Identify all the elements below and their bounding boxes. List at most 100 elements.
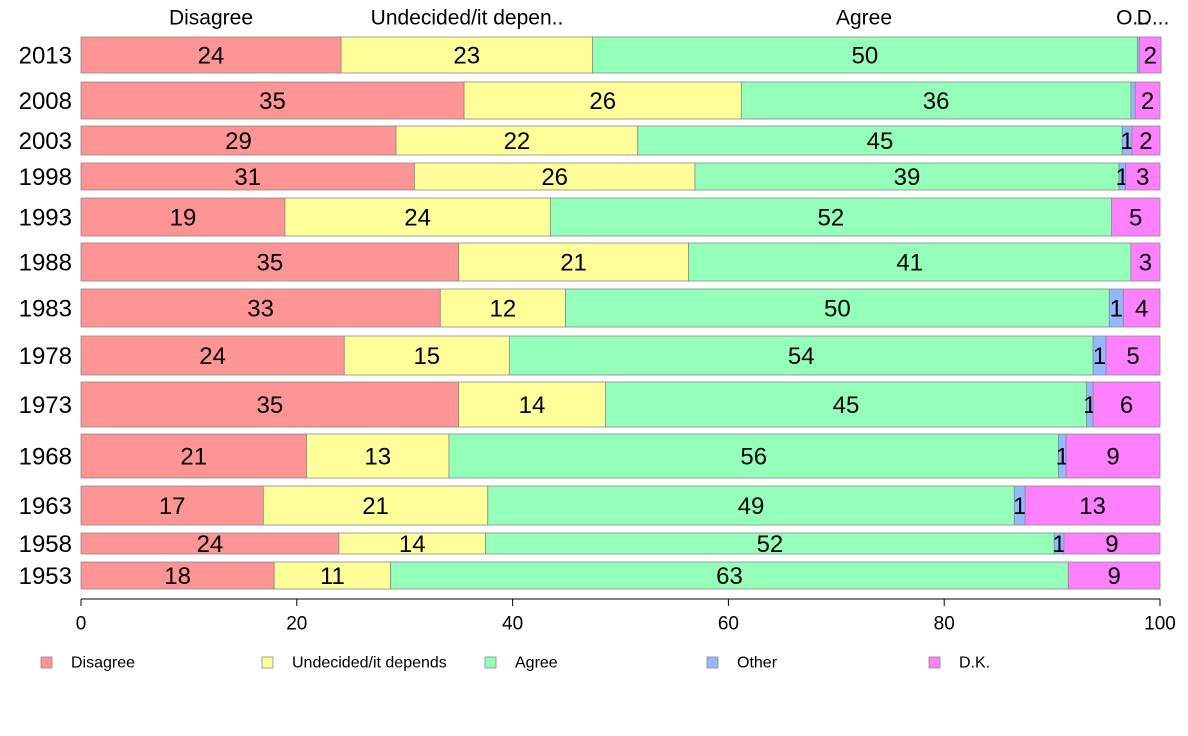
bar-segment (637, 125, 1123, 156)
top-label: Agree (836, 7, 892, 30)
y-tick-label: 1963 (19, 493, 72, 520)
data-label: 41 (896, 250, 923, 277)
bar-segment (80, 125, 397, 156)
data-label: 2 (1139, 128, 1152, 155)
bar-segment (395, 125, 639, 156)
bar-segment (1131, 125, 1161, 156)
data-label: 18 (164, 563, 191, 590)
data-label: 45 (833, 392, 860, 419)
bar-segment (80, 162, 415, 191)
bar-segment (340, 36, 593, 74)
data-label: 35 (259, 88, 286, 115)
y-tick-label: 1973 (19, 392, 72, 419)
data-label: 52 (818, 205, 845, 232)
bar-segment (1134, 81, 1161, 120)
x-tick-label: 40 (502, 614, 523, 635)
bar-segment (1122, 288, 1161, 328)
legend: Disagree Undecided/it depends Agree Other D.… (40, 655, 990, 672)
top-label: O... (1116, 7, 1150, 30)
data-label: 50 (824, 296, 851, 323)
data-label: 45 (867, 128, 894, 155)
bar-segment (448, 433, 1059, 479)
data-label: 1 (1093, 343, 1106, 370)
bar-segment (80, 242, 460, 282)
legend-swatch (40, 656, 53, 669)
data-label: 1 (1013, 493, 1026, 520)
bar-segment (1111, 197, 1161, 237)
data-label: 26 (541, 164, 568, 191)
data-label: 54 (788, 343, 815, 370)
bar-segment (740, 81, 1132, 120)
bar-segment (306, 433, 450, 479)
y-tick-label: 1983 (19, 296, 72, 323)
data-label: 35 (256, 250, 283, 277)
y-tick-label: 1993 (19, 205, 72, 232)
top-label: Undecided/it depen.. (371, 7, 564, 30)
x-tick-label: 80 (934, 614, 955, 635)
data-label: 21 (180, 444, 207, 471)
data-label: 35 (256, 392, 283, 419)
data-label: 9 (1107, 563, 1120, 590)
bar-segment (1092, 381, 1161, 428)
bar-segment (273, 561, 392, 590)
legend-label: Agree (515, 655, 558, 672)
top-label: Disagree (169, 7, 253, 30)
bar-segment (284, 197, 551, 237)
bar-segment (1065, 433, 1161, 479)
bar-segment (694, 162, 1120, 191)
legend-label: D.K. (959, 655, 990, 672)
bar-segment (262, 485, 489, 526)
bar-segment (458, 381, 606, 428)
legend-label: Undecided/it depends (292, 655, 447, 672)
data-label: 23 (453, 43, 480, 70)
legend-swatch (484, 656, 497, 669)
data-label: 5 (1126, 343, 1139, 370)
data-label: 22 (504, 128, 531, 155)
data-label: 24 (197, 531, 224, 558)
bar-segment (604, 381, 1088, 428)
bar-segment (508, 335, 1094, 376)
bar-segment (549, 197, 1112, 237)
y-tick-label: 1968 (19, 444, 72, 471)
x-tick-label: 0 (76, 614, 87, 635)
data-label: 29 (225, 128, 252, 155)
bar-segment (1067, 561, 1161, 590)
y-tick-label: 1958 (19, 531, 72, 558)
data-label: 15 (413, 343, 440, 370)
bar-segment (1130, 242, 1161, 282)
data-label: 4 (1135, 296, 1148, 323)
data-label: 17 (159, 493, 186, 520)
data-label: 14 (519, 392, 546, 419)
data-label: 13 (364, 444, 391, 471)
data-label: 24 (199, 343, 226, 370)
x-tick-label: 100 (1144, 614, 1176, 635)
data-label: 9 (1106, 444, 1119, 471)
bar-segment (1125, 162, 1161, 191)
data-label: 49 (738, 493, 765, 520)
data-label: 24 (198, 43, 225, 70)
data-label: 50 (852, 43, 879, 70)
bar-segment (487, 485, 1015, 526)
data-label: 63 (716, 563, 743, 590)
bar-segment (414, 162, 696, 191)
data-label: 3 (1139, 250, 1152, 277)
bar-segment (688, 242, 1132, 282)
bar-segment (390, 561, 1069, 590)
legend-swatch (706, 656, 719, 669)
data-label: 26 (589, 88, 616, 115)
y-tick-label: 1988 (19, 250, 72, 277)
top-label: D... (1137, 7, 1170, 30)
bar-segment (1024, 485, 1161, 526)
bar-segment (80, 335, 345, 376)
data-label: 1 (1052, 531, 1065, 558)
y-tick-label: 2013 (19, 43, 72, 70)
data-label: 31 (234, 164, 261, 191)
bars: 24 23 50 235 26 36 229 22 45 1 231 26 39 1 319 24 52 535 2… (80, 36, 1162, 590)
data-label: 12 (490, 296, 517, 323)
y-tick-label: 1953 (19, 563, 72, 590)
y-tick-label: 2008 (19, 88, 72, 115)
x-tick-label: 60 (718, 614, 739, 635)
legend-label: Other (737, 655, 778, 672)
data-label: 19 (170, 205, 197, 232)
data-label: 1 (1120, 128, 1133, 155)
